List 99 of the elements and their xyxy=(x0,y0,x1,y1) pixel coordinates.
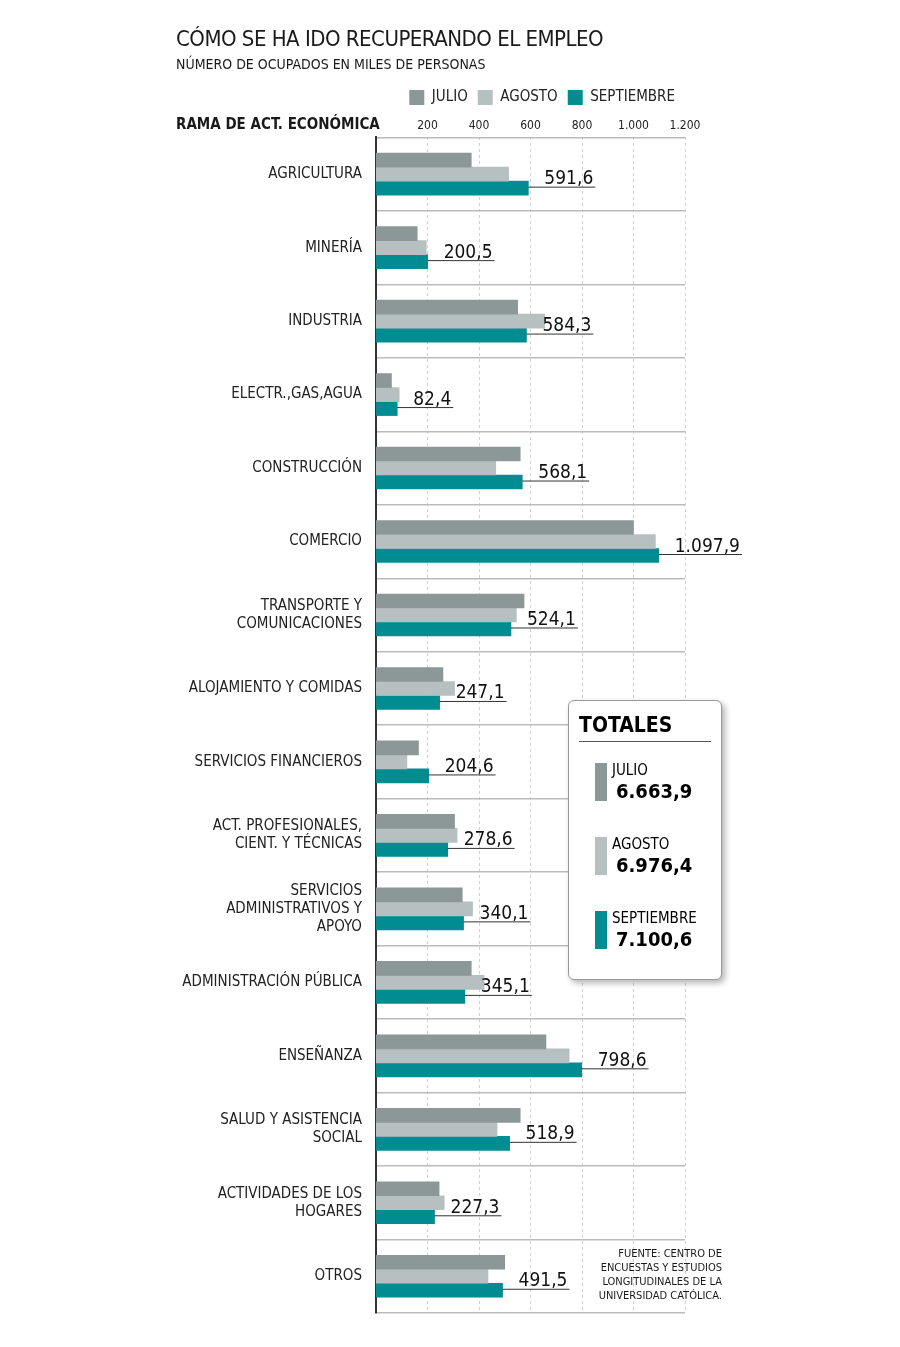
annotation: FUENTE: CENTRO DE ENCUESTAS Y ESTUDIOS LONGITUDINALES DE LA UNIVERSIDAD CATÓLICA. xyxy=(597,1247,722,1303)
data-label: 568,1 xyxy=(538,460,588,483)
bar xyxy=(376,1107,521,1123)
data-label: 584,3 xyxy=(542,313,592,336)
bar xyxy=(376,1282,503,1298)
annotation: 6.976,4 xyxy=(616,853,693,877)
bar xyxy=(376,1181,440,1197)
bar xyxy=(376,989,466,1004)
data-label: 200,5 xyxy=(443,239,493,262)
bar xyxy=(376,299,518,315)
y-tick-label: SALUD Y ASISTENCIA SOCIAL xyxy=(220,1110,363,1147)
y-tick-label: ACTIVIDADES DE LOS HOGARES xyxy=(217,1183,362,1220)
y-tick-label: ACT. PROFESIONALES, CIENT. Y TÉCNICAS xyxy=(212,816,362,853)
bar xyxy=(376,887,463,903)
bar xyxy=(376,1048,570,1064)
data-label: 340,1 xyxy=(479,900,529,923)
y-tick-label: MINERÍA xyxy=(305,236,363,256)
y-tick-label: CONSTRUCCIÓN xyxy=(252,456,362,476)
bar xyxy=(376,901,473,917)
x-tick-label: 400 xyxy=(468,118,490,133)
legend-label: AGOSTO xyxy=(500,87,558,106)
text: SEPTIEMBRE xyxy=(612,909,697,927)
bar xyxy=(376,327,527,343)
y-tick-label: SERVICIOS FINANCIEROS xyxy=(194,751,362,770)
annotation: TOTALES xyxy=(579,713,711,742)
bar xyxy=(376,1135,510,1151)
x-tick-label: 600 xyxy=(520,118,541,133)
bar xyxy=(376,768,430,784)
bar xyxy=(376,695,440,710)
data-label: 204,6 xyxy=(444,753,494,776)
bar xyxy=(376,520,634,535)
bar xyxy=(376,240,427,255)
bar xyxy=(376,681,455,696)
bar xyxy=(376,548,660,563)
bar xyxy=(376,1034,547,1050)
data-label: 524,1 xyxy=(526,606,576,629)
bar xyxy=(376,667,444,682)
text: AGOSTO xyxy=(612,835,670,853)
x-tick-label: 200 xyxy=(417,118,438,133)
y-tick-label: ADMINISTRACIÓN PÚBLICA xyxy=(182,971,363,991)
bar xyxy=(376,226,418,241)
data-label: 227,3 xyxy=(450,1194,500,1217)
text: JULIO xyxy=(612,761,648,779)
bar xyxy=(376,607,517,623)
annotation: 7.100,6 xyxy=(616,927,693,951)
y-tick-label: ENSEÑANZA xyxy=(278,1044,363,1064)
data-label: 247,1 xyxy=(455,680,505,703)
bar xyxy=(376,373,392,388)
bar xyxy=(376,180,529,196)
x-tick-label: 800 xyxy=(571,118,593,133)
bar xyxy=(376,754,408,770)
legend-label: JULIO xyxy=(430,87,468,106)
data-label: 591,6 xyxy=(544,166,594,189)
y-tick-label: ELECTR.,GAS,AGUA xyxy=(231,384,363,403)
bar xyxy=(376,842,449,857)
y-tick-label: AGRICULTURA xyxy=(268,164,363,183)
data-label: 278,6 xyxy=(463,827,513,850)
bar xyxy=(376,387,400,402)
bar xyxy=(376,166,509,182)
bar xyxy=(376,814,455,829)
bar xyxy=(376,313,545,329)
x-tick-label: 1.200 xyxy=(669,118,701,133)
data-label: 1.097,9 xyxy=(674,533,740,556)
x-tick-label: 1.000 xyxy=(618,118,650,133)
data-label: 798,6 xyxy=(597,1047,647,1070)
y-tick-label: ALOJAMIENTO Y COMIDAS xyxy=(188,678,362,697)
bar xyxy=(376,828,458,843)
y-tick-label: INDUSTRIA xyxy=(288,310,363,329)
bar xyxy=(376,1209,435,1225)
y-tick-label: TRANSPORTE Y COMUNICACIONES xyxy=(236,595,363,632)
bar xyxy=(376,1268,489,1284)
y-axis-title: RAMA DE ACT. ECONÓMICA xyxy=(176,115,380,133)
chart-subtitle: NÚMERO DE OCUPADOS EN MILES DE PERSONAS xyxy=(176,56,486,72)
data-label: 345,1 xyxy=(480,974,530,997)
bar xyxy=(376,460,497,476)
bar xyxy=(376,1254,506,1270)
bar xyxy=(376,446,521,462)
data-label: 518,9 xyxy=(525,1121,575,1144)
bar xyxy=(376,961,472,976)
y-tick-label: OTROS xyxy=(314,1266,362,1285)
data-label: 491,5 xyxy=(518,1268,568,1291)
bar xyxy=(376,915,464,931)
bar xyxy=(376,254,428,269)
bar xyxy=(376,401,398,416)
legend-label: SEPTIEMBRE xyxy=(590,87,675,106)
bar xyxy=(376,534,656,549)
bar xyxy=(376,152,472,168)
data-label: 82,4 xyxy=(413,386,452,409)
bar xyxy=(376,1195,445,1211)
y-tick-label: SERVICIOS ADMINISTRATIVOS Y APOYO xyxy=(226,880,363,935)
bar xyxy=(376,1121,498,1137)
bar xyxy=(376,593,525,609)
bar xyxy=(376,1062,582,1078)
bar xyxy=(376,621,512,637)
y-tick-label: COMERCIO xyxy=(289,531,362,550)
chart-title: CÓMO SE HA IDO RECUPERANDO EL EMPLEO xyxy=(176,26,604,51)
bar xyxy=(376,740,419,756)
annotation: 6.663,9 xyxy=(616,779,693,803)
bar xyxy=(376,474,523,490)
